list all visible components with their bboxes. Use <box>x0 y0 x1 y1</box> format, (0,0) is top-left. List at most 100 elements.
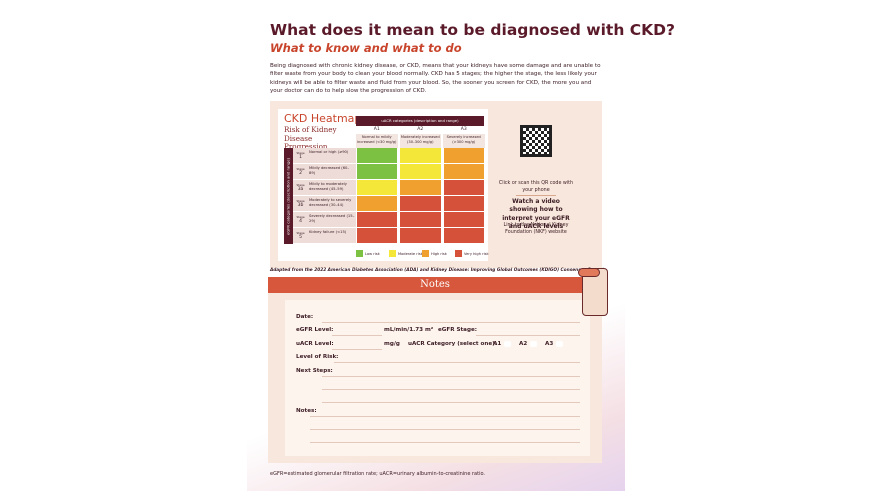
column-code: A2 <box>417 127 424 132</box>
scroll-roll <box>578 268 600 277</box>
stage-word: Stage <box>296 231 305 235</box>
intro: Being diagnosed with chronic kidney dise… <box>270 63 601 95</box>
notes-card <box>285 300 590 456</box>
legend-swatch <box>455 250 462 257</box>
heat-cell <box>400 228 441 243</box>
notes-label: Notes: <box>296 408 317 414</box>
option-label: A2 <box>519 341 528 347</box>
row-bg <box>293 180 356 195</box>
footnote: eGFR=estimated glomerular filtration rat… <box>270 471 486 477</box>
notes-label: uACR Level: <box>296 341 334 347</box>
notes-label: Date: <box>296 314 314 320</box>
source: Adapted from the 2022 American Diabetes … <box>270 268 605 273</box>
write-line <box>332 349 382 350</box>
heat-cell <box>356 164 397 179</box>
stage-word: Stage <box>296 167 305 171</box>
title: What does it mean to be diagnosed with C… <box>270 21 675 39</box>
notes-label: uACR Category (select one): <box>408 341 497 347</box>
write-line <box>322 389 580 390</box>
heat-cell <box>400 212 441 227</box>
qr-divider <box>516 195 556 196</box>
stage-code: 5 <box>299 235 302 240</box>
heat-cell <box>356 196 397 211</box>
notes-label: eGFR Stage: <box>438 327 477 333</box>
write-line <box>476 335 580 336</box>
qr-caption: Click or scan this QR code with your pho… <box>498 181 574 193</box>
legend-label: Low risk <box>365 252 380 256</box>
heatmap-subtitle: Risk of Kidney Disease Progression <box>284 125 337 151</box>
legend-label: Moderate risk <box>398 252 423 256</box>
legend-swatch <box>389 250 396 257</box>
write-line <box>322 376 580 377</box>
write-line <box>322 402 580 403</box>
stage-word: Stage <box>296 215 305 219</box>
heat-cell <box>400 148 441 163</box>
subtitle: What to know and what to do <box>270 41 462 55</box>
qr-link[interactable]: Link to the National Kidney Foundation (… <box>503 223 569 235</box>
stage-code: 4 <box>299 219 302 224</box>
write-line <box>310 442 580 443</box>
stage-code: 3a <box>297 187 304 192</box>
stage-word: Stage <box>296 199 305 203</box>
column-label: Severely increased (>300 mg/g) <box>443 134 485 148</box>
row-label: Mildly decreased (60–89) <box>309 166 350 175</box>
row-label: Moderately to severely decreased (30–44) <box>309 198 352 207</box>
column-label: Moderately increased (30–300 mg/g) <box>399 134 441 148</box>
heat-cell <box>443 148 484 163</box>
qr-code[interactable] <box>520 125 552 157</box>
legend-swatch <box>422 250 429 257</box>
stage-word: Stage <box>296 183 305 187</box>
row-label: Normal or high (≥90) <box>309 150 349 154</box>
write-line <box>322 322 580 323</box>
stage-word: Stage <box>296 151 305 155</box>
heat-cell <box>443 196 484 211</box>
row-bg <box>293 164 356 179</box>
heat-cell <box>356 228 397 243</box>
row-bg <box>293 212 356 227</box>
heat-cell <box>356 148 397 163</box>
column-code: A1 <box>373 127 380 132</box>
notes-label: mg/g <box>384 341 400 347</box>
notes-label: Next Steps: <box>296 368 333 374</box>
row-bg <box>293 196 356 211</box>
stage-code: 1 <box>299 155 302 160</box>
heat-cell <box>356 212 397 227</box>
row-header: eGFR categories (description and range) <box>285 157 291 236</box>
stage-code: 3b <box>297 203 304 208</box>
row-header-bar <box>284 148 293 244</box>
write-line <box>310 429 580 430</box>
checkbox[interactable] <box>556 341 563 347</box>
write-line <box>310 416 580 417</box>
heat-cell <box>443 228 484 243</box>
column-code: A3 <box>460 127 467 132</box>
checkbox[interactable] <box>504 341 511 347</box>
notes-label: eGFR Level: <box>296 327 334 333</box>
legend-label: Very high risk <box>464 252 489 256</box>
heat-cell <box>443 212 484 227</box>
write-line <box>334 362 580 363</box>
heat-cell <box>443 164 484 179</box>
row-label: Kidney failure (<15) <box>309 230 347 234</box>
row-label: Severely decreased (15–29) <box>309 214 355 223</box>
notes-bar: Notes <box>268 277 602 293</box>
qr-heading: Watch a video showing how to interpret y… <box>502 198 570 230</box>
checkbox[interactable] <box>530 341 537 347</box>
heat-cell <box>400 164 441 179</box>
heat-cell <box>400 196 441 211</box>
option-label: A3 <box>545 341 554 347</box>
column-label: Normal to mildly increased (<30 mg/g) <box>356 134 398 148</box>
row-label: Mildly to moderately decreased (45–59) <box>309 182 347 191</box>
heat-cell <box>400 180 441 195</box>
heat-cell <box>443 180 484 195</box>
notes-label: Level of Risk: <box>296 354 339 360</box>
legend-swatch <box>356 250 363 257</box>
write-line <box>332 335 382 336</box>
column-header: uACR categories (description and range) <box>356 116 484 126</box>
row-bg <box>293 148 356 163</box>
heatmap-title: CKD Heatmap <box>284 112 362 125</box>
row-bg <box>293 228 356 243</box>
notes-label: mL/min/1.73 m² <box>384 327 434 333</box>
legend-label: High risk <box>431 252 447 256</box>
stage-code: 2 <box>299 171 302 176</box>
